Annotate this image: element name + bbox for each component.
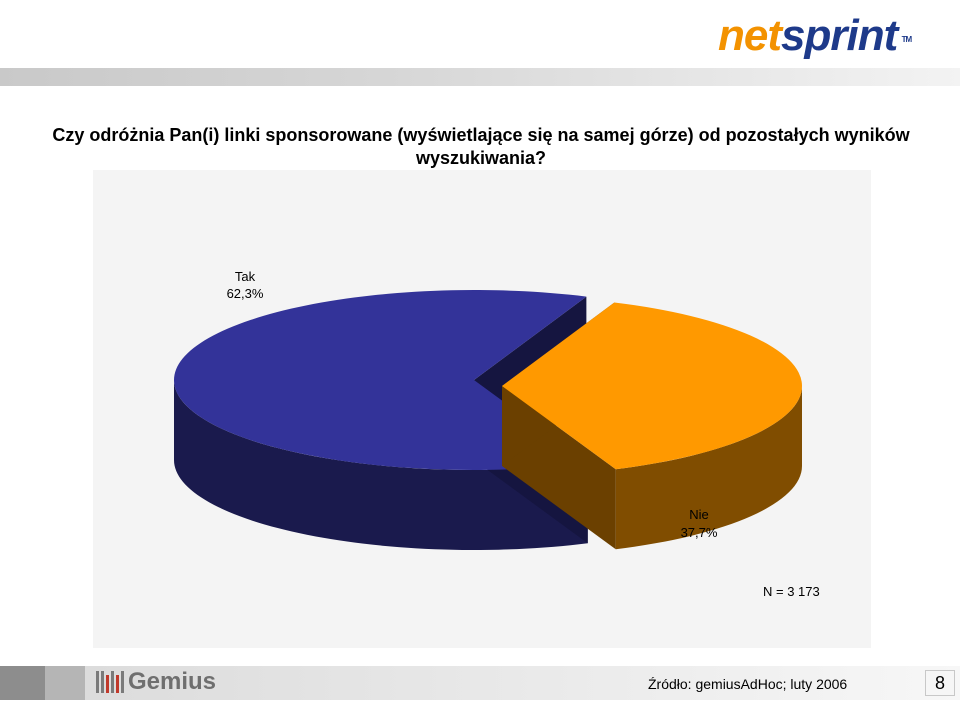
page-number: 8	[925, 670, 955, 696]
pie-side-tak	[174, 380, 588, 551]
footer-band	[85, 666, 960, 700]
sample-size-note: N = 3 173	[763, 584, 820, 599]
label-nie-name: Nie	[689, 507, 709, 522]
footer-block-dark	[0, 666, 45, 700]
pie-side-nie	[615, 385, 802, 550]
gemius-wordmark: Gemius	[128, 668, 217, 695]
pie-top-nie	[501, 302, 802, 470]
gemius-mark-icon	[96, 671, 124, 693]
pie-slice-nie	[501, 302, 802, 550]
footer-block-light	[45, 666, 85, 700]
header-bar	[0, 68, 960, 86]
label-nie-value: 37,7%	[681, 525, 718, 540]
pie-top-tak	[174, 290, 588, 471]
footer-bar: Gemius	[0, 666, 960, 700]
logo-net: net	[718, 11, 782, 60]
netsprint-logo: netsprint TM	[718, 8, 912, 64]
label-tak-value: 62,3%	[227, 286, 264, 301]
source-note: Źródło: gemiusAdHoc; luty 2006	[648, 676, 848, 692]
slide-title: Czy odróżnia Pan(i) linki sponsorowane (…	[52, 125, 910, 168]
logo-tm: TM	[901, 35, 913, 44]
logo-sprint: sprint	[781, 11, 898, 60]
gemius-logo: Gemius	[96, 668, 216, 696]
label-tak-name: Tak	[235, 269, 256, 284]
